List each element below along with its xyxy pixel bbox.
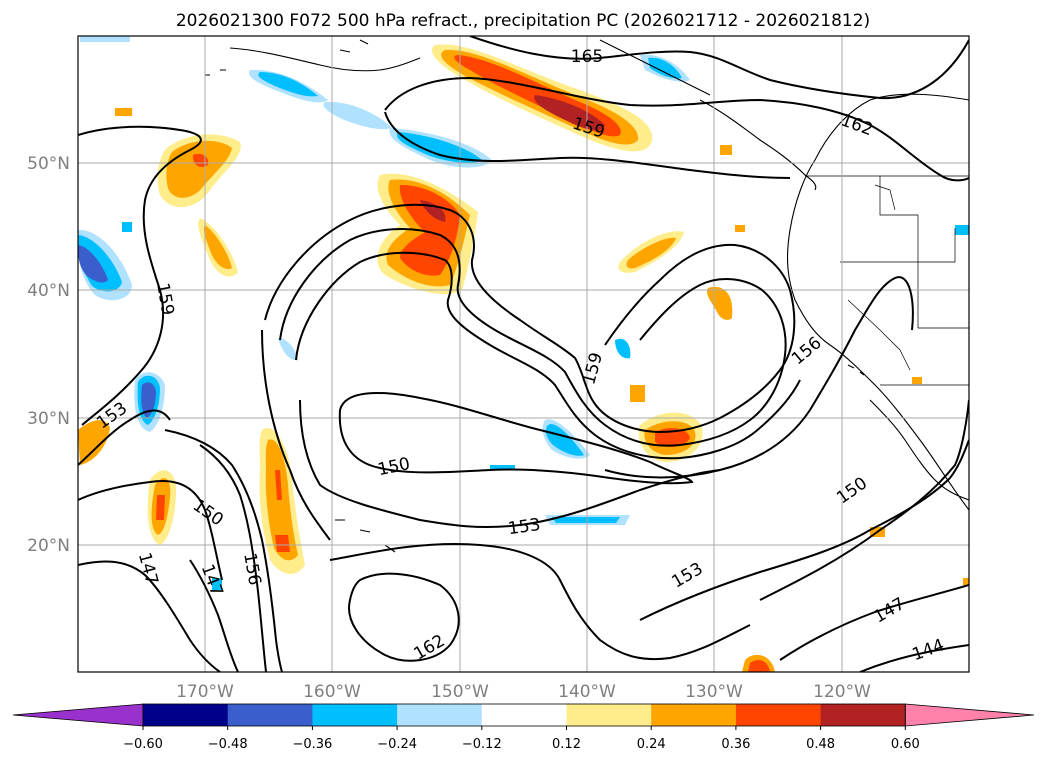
lon-label: 120°W <box>813 682 871 702</box>
colorbar-segment <box>397 704 483 726</box>
contour-loop-mid <box>279 227 787 447</box>
north-america-coast <box>786 93 969 511</box>
contour-159-north <box>384 111 791 179</box>
colorbar-tick-label: −0.36 <box>292 737 332 752</box>
colorbar-tick-label: −0.60 <box>123 737 163 752</box>
contour-144-east <box>859 644 969 672</box>
contour-label: 153 <box>507 515 542 539</box>
lon-label: 170°W <box>176 682 234 702</box>
contour-147-mid <box>189 559 239 672</box>
colorbar-segment <box>481 704 567 726</box>
colorbar-segment <box>143 704 229 726</box>
colorbar-segment <box>566 704 652 726</box>
contour-loop-inner <box>295 251 801 460</box>
figure-title: 2026021300 F072 500 hPa refract., precip… <box>176 11 870 31</box>
lat-label: 20°N <box>27 536 70 556</box>
map-area: 165 162 159 159 159 156 153 153 153 150 … <box>78 36 969 672</box>
colorbar: −0.60 −0.48 −0.36 −0.24 −0.12 0.12 0.24 0.36 0.4… <box>12 703 1035 752</box>
colorbar-segments <box>12 703 1035 727</box>
colorbar-tick-label: −0.24 <box>377 737 417 752</box>
lat-label: 30°N <box>27 409 70 429</box>
lon-label: 150°W <box>431 682 489 702</box>
colorbar-segment <box>735 704 822 726</box>
colorbar-tick-label: 0.48 <box>806 737 835 752</box>
contour-label: 165 <box>571 47 603 67</box>
colorbar-tick-label: 0.12 <box>552 737 581 752</box>
contour-156-west <box>199 444 267 672</box>
contour-162-north <box>384 76 969 182</box>
contour-153 <box>299 399 721 529</box>
colorbar-segment <box>312 704 398 726</box>
colorbar-tick-label: −0.48 <box>208 737 248 752</box>
contour-159-mid <box>164 429 283 672</box>
contour-162-south <box>348 572 460 662</box>
lon-label: 130°W <box>685 682 743 702</box>
contour-165 <box>469 36 969 100</box>
colorbar-segment <box>820 704 906 726</box>
lon-label: 140°W <box>558 682 616 702</box>
refractivity-contours <box>78 36 969 672</box>
colorbar-ticks: −0.60 −0.48 −0.36 −0.24 −0.12 0.12 0.24 0.36 0.4… <box>123 726 920 752</box>
colorbar-extend-low <box>12 703 144 727</box>
contour-147-west <box>78 560 221 672</box>
latitude-labels: 50°N 40°N 30°N 20°N <box>27 154 70 556</box>
lon-label: 160°W <box>303 682 361 702</box>
contour-150-west <box>78 480 223 581</box>
map-frame <box>77 35 970 673</box>
contour-147-east <box>779 584 969 661</box>
colorbar-tick-label: 0.36 <box>721 737 750 752</box>
lat-label: 50°N <box>27 154 70 174</box>
contour-156-east <box>604 276 914 479</box>
lat-label: 40°N <box>27 281 70 301</box>
contour-153-bottom <box>329 543 751 661</box>
coastlines <box>205 39 969 553</box>
precip-negative-areas <box>78 36 969 590</box>
longitude-labels: 170°W 160°W 150°W 140°W 130°W 120°W <box>176 682 871 702</box>
contour-159-west <box>78 125 202 426</box>
contour-loop-west <box>261 329 331 541</box>
colorbar-extend-high <box>904 703 1035 727</box>
colorbar-segment <box>227 704 313 726</box>
colorbar-tick-label: 0.60 <box>891 737 920 752</box>
contour-153-east <box>639 439 969 621</box>
colorbar-tick-label: −0.12 <box>462 737 502 752</box>
contour-150-east <box>759 399 969 601</box>
colorbar-segment <box>651 704 737 726</box>
contour-150 <box>338 392 694 485</box>
contour-153-west <box>78 409 171 466</box>
contour-loop-outer <box>264 203 796 434</box>
colorbar-outline <box>142 703 906 727</box>
graticule <box>78 36 969 672</box>
colorbar-tick-label: 0.24 <box>637 737 666 752</box>
